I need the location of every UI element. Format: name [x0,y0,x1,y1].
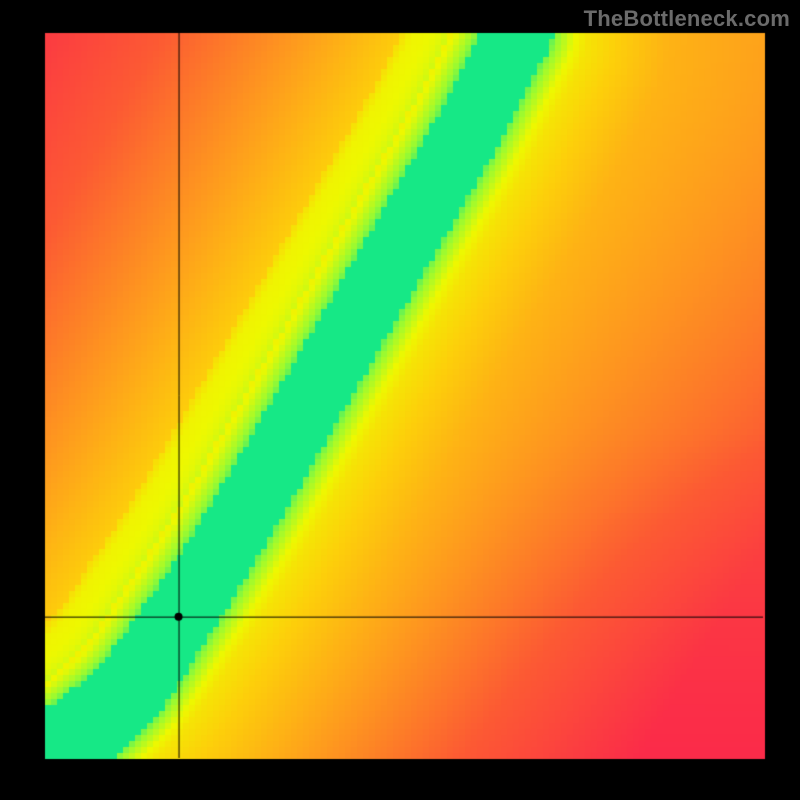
watermark-text: TheBottleneck.com [584,6,790,32]
bottleneck-heatmap [0,0,800,800]
chart-container: TheBottleneck.com [0,0,800,800]
